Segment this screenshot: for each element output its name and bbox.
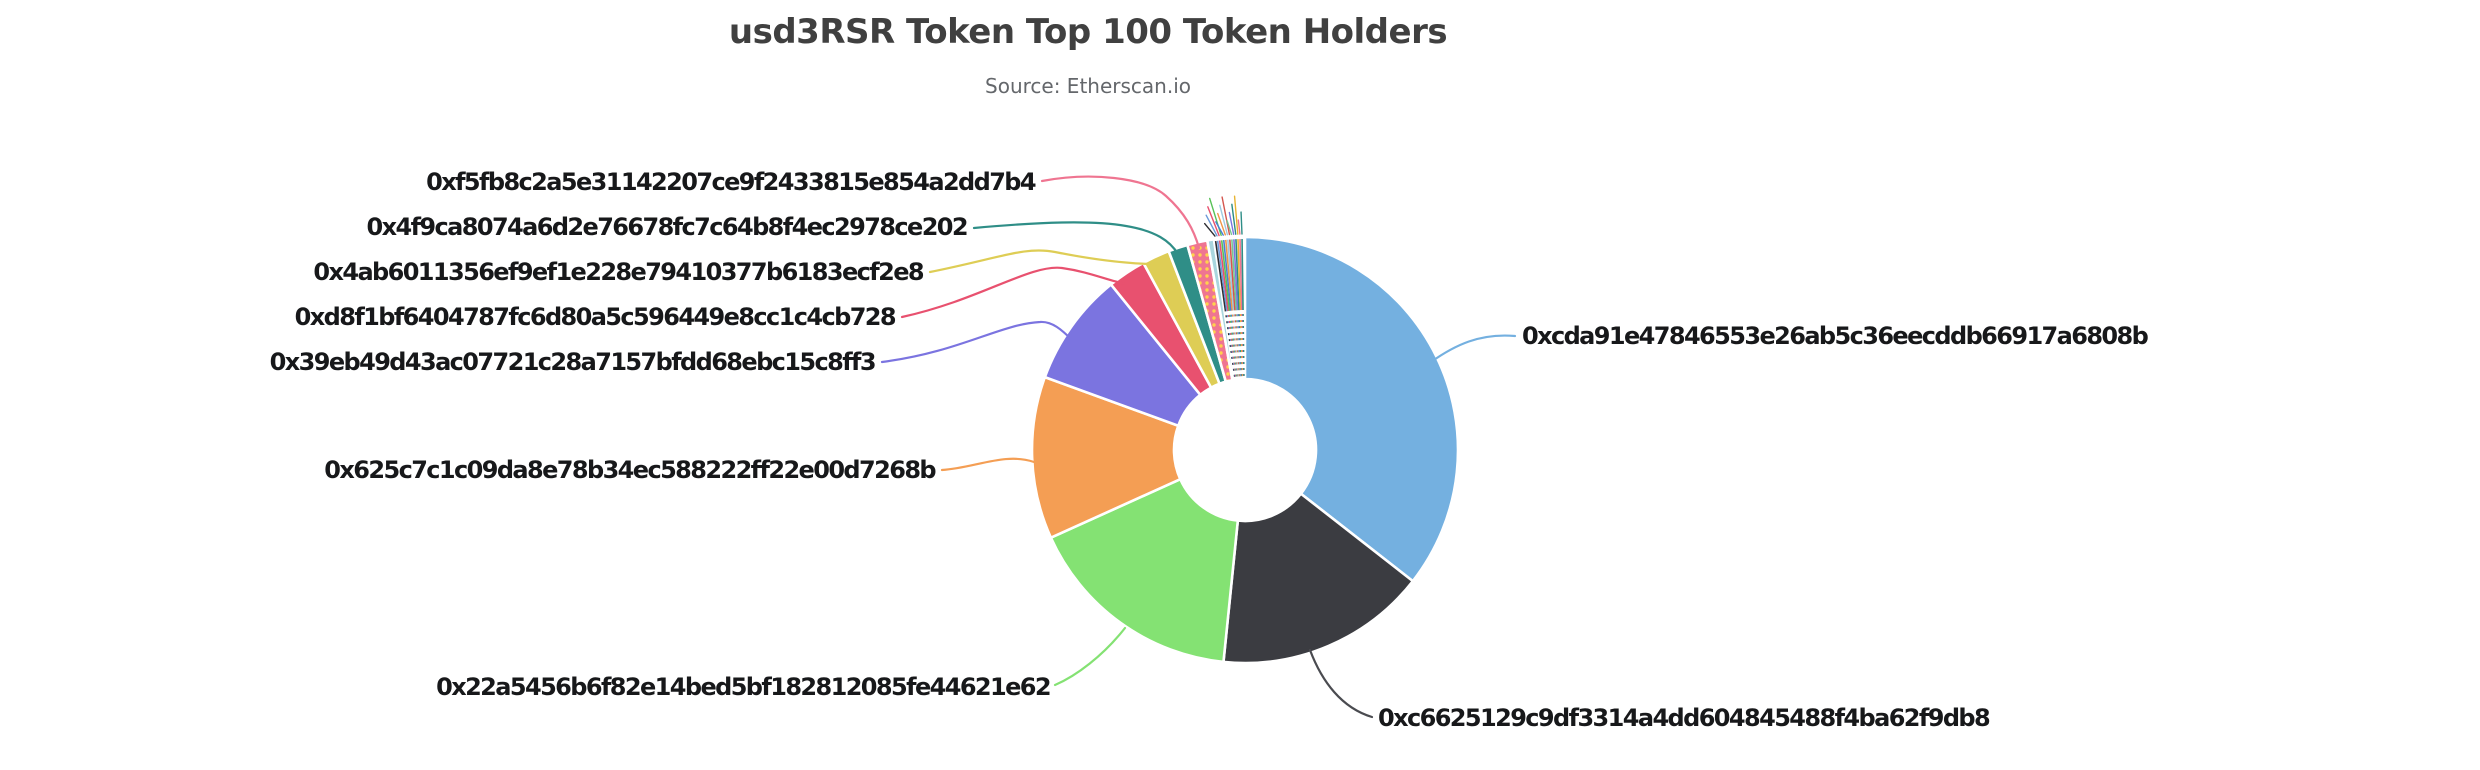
pie-sliver-inner — [1227, 310, 1237, 377]
pie-sliver-inner — [1228, 310, 1238, 377]
pie-sliver[interactable] — [1227, 239, 1235, 311]
label-leader-line — [1053, 626, 1127, 687]
sliver-leader-stub — [1207, 206, 1220, 237]
pie-sliver[interactable] — [1214, 240, 1227, 312]
label-leader-line — [1040, 175, 1201, 250]
sliver-leader-stub — [1215, 221, 1224, 236]
sliver-leader-stub — [1233, 195, 1239, 235]
pie-sliver-inner — [1230, 310, 1239, 377]
holder-address-label: 0xd8f1bf6404787fc6d80a5c596449e8cc1c4cb7… — [294, 302, 897, 331]
sliver-leader-stub — [1240, 211, 1243, 235]
holder-address-label: 0x22a5456b6f82e14bed5bf182812085fe44621e… — [436, 672, 1052, 701]
pie-sliver[interactable] — [1222, 239, 1232, 311]
pie-slice[interactable] — [1222, 492, 1415, 665]
pie-sliver[interactable] — [1237, 239, 1242, 311]
pie-sliver[interactable] — [1224, 239, 1234, 311]
chart-title: usd3RSR Token Top 100 Token Holders — [728, 12, 1448, 52]
pie-slice[interactable] — [1205, 237, 1236, 382]
pie-sliver[interactable] — [1231, 239, 1238, 311]
label-leader-line — [1308, 648, 1374, 719]
pie-sliver-inner — [1232, 310, 1240, 377]
pie-sliver-inner — [1240, 310, 1244, 377]
pie-slice[interactable] — [1049, 477, 1240, 664]
pie-sliver-inner — [1242, 310, 1245, 377]
pie-sliver-inner — [1231, 310, 1239, 377]
label-leader-line — [880, 320, 1074, 364]
pie-sliver[interactable] — [1235, 239, 1240, 311]
sliver-leader-stub — [1205, 214, 1218, 237]
sliver-leader-stub — [1217, 212, 1227, 236]
sliver-leader-stub — [1219, 204, 1229, 236]
pie-sliver[interactable] — [1216, 240, 1228, 312]
pie-slice[interactable] — [1030, 375, 1182, 539]
holder-address-label: 0xcda91e47846553e26ab5c36eecddb66917a680… — [1522, 321, 2149, 350]
pie-sliver-inner — [1224, 311, 1236, 377]
label-leader-line — [900, 266, 1128, 319]
sliver-leader-stub — [1231, 203, 1237, 235]
pie-sliver[interactable] — [1218, 240, 1229, 312]
pie-sliver[interactable] — [1233, 239, 1239, 311]
pie-sliver-inner — [1238, 310, 1243, 377]
sliver-leader-stub — [1221, 196, 1231, 236]
pie-sliver-inner — [1236, 310, 1242, 377]
pie-sliver[interactable] — [1241, 239, 1244, 311]
label-leader-line — [940, 457, 1036, 472]
label-leader-line — [972, 221, 1180, 256]
sliver-leader-stub — [1228, 211, 1235, 235]
holder-address-label: 0x4ab6011356ef9ef1e228e79410377b6183ecf2… — [313, 257, 924, 286]
sliver-leader-stub — [1203, 222, 1216, 237]
holder-address-label: 0x39eb49d43ac07721c28a7157bfdd68ebc15c8f… — [269, 347, 877, 376]
sliver-leader-stub — [1226, 219, 1233, 236]
pie-sliver-inner — [1226, 311, 1237, 377]
label-leader-line — [1429, 334, 1517, 364]
holder-address-label: 0x625c7c1c09da8e78b34ec588222ff22e00d726… — [324, 455, 936, 484]
pie-slice[interactable] — [1243, 235, 1460, 583]
label-leader-line — [928, 249, 1152, 274]
holder-address-label: 0x4f9ca8074a6d2e76678fc7c64b8f4ec2978ce2… — [366, 212, 969, 241]
pie-sliver[interactable] — [1239, 239, 1243, 311]
pie-sliver-inner — [1234, 310, 1241, 377]
pie-sliver-inner — [1239, 310, 1244, 377]
holder-address-label: 0xc6625129c9df3314a4dd604845488f4ba62f9d… — [1378, 703, 1991, 732]
sliver-leader-stub — [1237, 219, 1241, 235]
pie-sliver[interactable] — [1220, 240, 1231, 311]
holder-address-label: 0xf5fb8c2a5e31142207ce9f2433815e854a2dd7… — [426, 167, 1036, 196]
pie-sliver[interactable] — [1229, 239, 1236, 311]
chart-subtitle: Source: Etherscan.io — [985, 74, 1191, 98]
pie-sliver-inner — [1235, 310, 1242, 377]
